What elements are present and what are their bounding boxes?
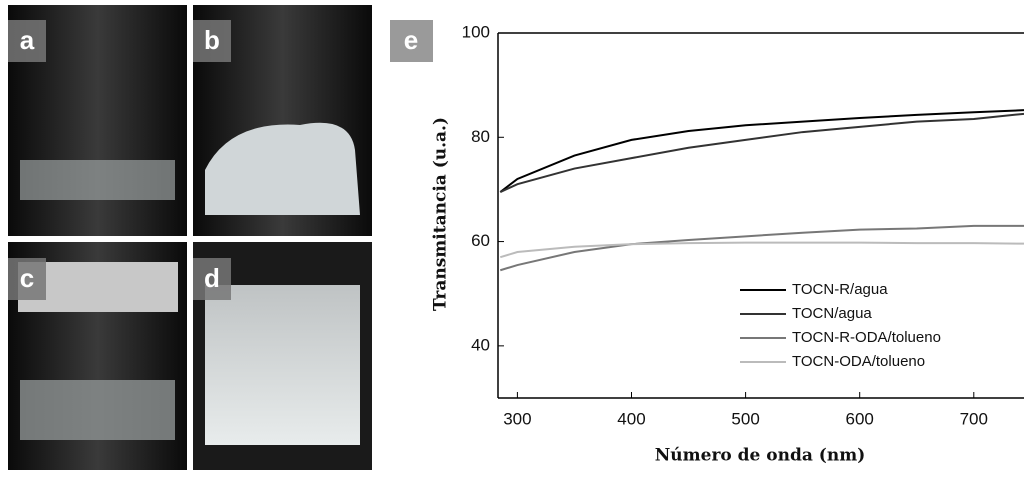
plot: 40 60 80 100 300 400 500 600 700 TOCN-R/agua TOCN/… xyxy=(462,22,1024,428)
legend-label: TOCN-R/agua xyxy=(792,281,888,298)
series-line xyxy=(500,226,1024,270)
x-tick-label: 300 xyxy=(503,409,531,428)
y-tick-label: 60 xyxy=(471,231,490,250)
photo-liquid xyxy=(20,380,175,440)
y-tick-label: 100 xyxy=(462,22,490,41)
x-axis-label: Número de onda (nm) xyxy=(655,446,866,466)
photo-liquid xyxy=(205,285,360,445)
panel-label: a xyxy=(20,25,35,55)
x-tick-label: 500 xyxy=(731,409,759,428)
series-line xyxy=(500,243,1024,258)
panel-label: d xyxy=(204,263,220,293)
panel-label: e xyxy=(404,25,418,55)
x-tick-label: 600 xyxy=(846,409,874,428)
y-tick-label: 40 xyxy=(471,335,490,354)
x-tick-label: 700 xyxy=(960,409,988,428)
photo-liquid xyxy=(20,160,175,200)
panel-label: b xyxy=(204,25,220,55)
x-tick-label: 400 xyxy=(617,409,645,428)
series-line xyxy=(500,110,1024,192)
panel-label: c xyxy=(20,263,34,293)
legend-label: TOCN-R-ODA/tolueno xyxy=(792,329,941,346)
legend-label: TOCN/agua xyxy=(792,305,872,322)
series-line xyxy=(500,114,1024,192)
legend-label: TOCN-ODA/tolueno xyxy=(792,353,925,370)
figure: a b c d e Transmitancia (u.a.) Número de… xyxy=(0,0,1024,474)
photos: a b c d xyxy=(8,5,372,470)
y-tick-label: 80 xyxy=(471,127,490,146)
y-axis-label: Transmitancia (u.a.) xyxy=(431,117,451,311)
